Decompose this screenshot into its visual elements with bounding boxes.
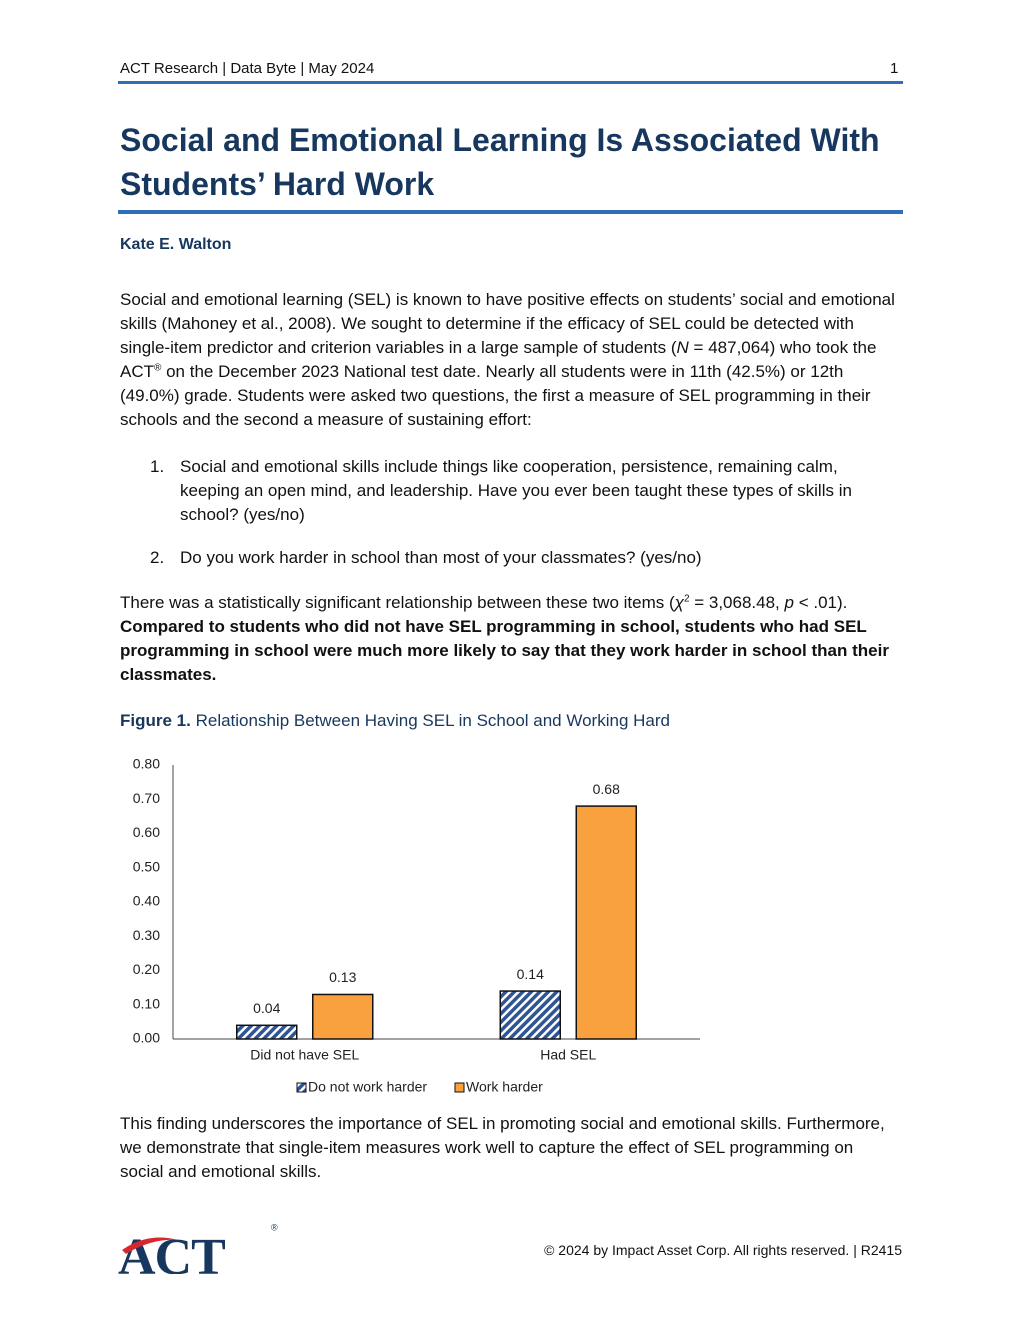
question: 2. Do you work harder in school than most… [150, 546, 900, 570]
text: 2 [683, 593, 690, 605]
figure-label: Figure 1. [120, 711, 191, 730]
intro: Social and emotional learning (SEL) is k… [120, 288, 900, 432]
text: Social and emotional skills include thin… [180, 457, 852, 524]
x-tick-label: Did not have SEL [250, 1047, 359, 1063]
bar [575, 805, 637, 1040]
copyright: © 2024 by Impact Asset Corp. All rights … [544, 1242, 902, 1258]
text: < .01). [793, 593, 848, 612]
y-tick-label: 0.70 [133, 790, 160, 806]
header-title: ACT Research | Data Byte | May 2024 [120, 60, 375, 77]
y-tick-label: 0.30 [133, 927, 160, 943]
text: p [784, 593, 794, 612]
text: ® [154, 362, 162, 374]
legend-swatch [296, 1082, 307, 1093]
data-label: 0.13 [329, 969, 356, 985]
bar [499, 990, 561, 1040]
number: 1. [150, 457, 165, 476]
title: Social and Emotional Learning Is Associa… [120, 122, 880, 202]
y-tick-label: 0.40 [133, 893, 160, 909]
question: 1. Social and emotional skills include th… [150, 455, 900, 527]
legend-label: Do not work harder [308, 1079, 427, 1095]
author: Kate E. Walton [120, 236, 232, 253]
number: 2. [150, 548, 165, 567]
header-rule [118, 81, 903, 84]
data-label: 0.04 [253, 1000, 280, 1016]
text: There was a statistically significant re… [120, 593, 675, 612]
text: N [676, 338, 689, 357]
logo-mark: ® [271, 1222, 278, 1232]
legend-swatch [454, 1082, 465, 1093]
logo-swoosh [122, 1237, 178, 1254]
data-label: 0.14 [517, 966, 544, 982]
text: χ [674, 593, 684, 612]
title-rule [118, 210, 903, 214]
result: There was a statistically significant re… [120, 591, 900, 687]
bar [312, 993, 374, 1040]
y-tick-label: 0.10 [133, 995, 160, 1011]
text: Do you work harder in school than most o… [180, 548, 702, 567]
logo-text: ACT [118, 1229, 225, 1274]
legend-label: Work harder [466, 1079, 543, 1095]
logo: ACT ® [118, 1222, 278, 1274]
conclusion: This finding underscores the importance … [120, 1114, 885, 1181]
figure-caption: Figure 1. Relationship Between Having SE… [120, 711, 670, 731]
y-tick-label: 0.80 [133, 756, 160, 772]
page-number: 1 [890, 60, 899, 77]
y-tick-label: 0.60 [133, 824, 160, 840]
chart: 0.00 0.10 0.20 0.30 0.40 0.50 0.60 0.70 0.80 Did … [133, 756, 700, 1095]
bar [236, 1024, 298, 1040]
text: = 3,068.48, [689, 593, 785, 612]
y-tick-label: 0.50 [133, 858, 160, 874]
text: Social and emotional learning (SEL) is k… [120, 290, 895, 357]
text: Relationship Between Having SEL in Schoo… [195, 711, 670, 730]
text: on the December 2023 National test date.… [120, 362, 871, 429]
x-tick-label: Had SEL [540, 1047, 596, 1063]
text: = 487,064) who took the ACT [120, 338, 877, 381]
data-label: 0.68 [593, 781, 620, 797]
y-tick-label: 0.00 [133, 1030, 160, 1046]
y-tick-label: 0.20 [133, 961, 160, 977]
text: Compared to students who did not have SE… [120, 617, 889, 684]
